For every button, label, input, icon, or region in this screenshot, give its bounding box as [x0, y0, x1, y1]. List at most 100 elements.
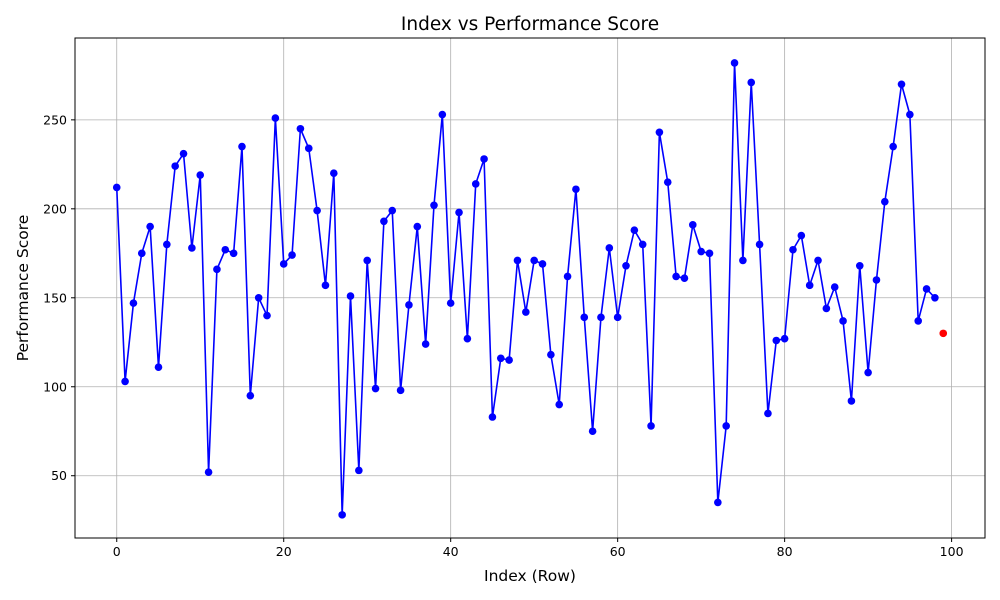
data-point: [538, 260, 547, 268]
data-point: [530, 256, 538, 265]
data-point: [580, 313, 589, 322]
data-point: [213, 265, 221, 274]
data-point: [688, 221, 697, 229]
data-point: [864, 368, 872, 377]
data-point: [321, 281, 330, 290]
data-point: [597, 313, 605, 322]
data-point: [755, 240, 764, 249]
y-axis-title: Performance Score: [14, 215, 32, 362]
data-point: [839, 317, 847, 325]
x-tick-label: 40: [443, 544, 459, 559]
plot-area-frame: [74, 37, 986, 539]
data-point: [680, 274, 689, 283]
x-tick-label: 20: [276, 544, 292, 559]
x-tick-label: 100: [940, 544, 964, 559]
data-point: [271, 114, 280, 122]
data-point: [346, 292, 355, 300]
data-point: [797, 231, 806, 240]
data-point: [204, 468, 213, 476]
data-point: [780, 334, 789, 343]
ticks: 0 20 40 60 80 100 50 100 150 200 250: [43, 112, 963, 559]
data-point: [112, 183, 121, 192]
data-point: [238, 142, 246, 151]
data-point: [705, 249, 714, 258]
data-point: [279, 260, 288, 268]
data-point: [496, 354, 505, 363]
data-point: [872, 276, 881, 284]
data-point: [171, 162, 179, 170]
data-point: [405, 301, 413, 309]
data-point: [380, 217, 388, 226]
data-point: [914, 317, 923, 325]
data-point: [655, 128, 664, 137]
data-point: [421, 340, 430, 348]
data-point: [697, 247, 705, 256]
data-point: [931, 293, 939, 302]
data-point: [730, 59, 739, 67]
data-point: [480, 155, 488, 163]
data-point: [822, 304, 831, 313]
data-point: [229, 249, 238, 258]
data-point: [630, 226, 639, 234]
data-point: [588, 427, 597, 436]
data-point: [129, 299, 138, 307]
data-point: [471, 180, 480, 188]
series-layer: [112, 59, 948, 519]
data-point: [196, 171, 205, 179]
data-point: [889, 142, 897, 151]
data-point: [388, 206, 397, 215]
y-tick-label: 200: [43, 201, 67, 216]
data-point: [764, 409, 772, 418]
data-point: [647, 422, 655, 430]
data-point: [638, 240, 647, 249]
data-point: [355, 466, 363, 475]
data-point: [121, 377, 129, 386]
data-point: [747, 78, 756, 87]
x-tick-label: 80: [777, 544, 793, 559]
data-point: [830, 283, 839, 291]
y-tick-label: 250: [43, 112, 67, 127]
data-point: [455, 208, 463, 217]
data-point: [338, 511, 346, 519]
data-point: [371, 384, 380, 393]
y-tick-label: 50: [51, 468, 67, 483]
data-point: [922, 285, 931, 293]
data-point: [288, 251, 296, 259]
data-point: [722, 422, 730, 430]
data-point: [446, 299, 455, 307]
data-point: [163, 240, 171, 249]
data-point: [613, 313, 622, 322]
data-point: [714, 498, 722, 507]
data-point: [296, 124, 305, 133]
data-point: [513, 256, 522, 265]
data-point: [814, 256, 822, 265]
data-point: [939, 329, 948, 338]
data-point: [154, 363, 163, 371]
data-point: [363, 256, 372, 265]
x-tick-label: 0: [113, 544, 121, 559]
data-point: [430, 201, 438, 210]
y-tick-label: 100: [43, 379, 67, 394]
data-point: [330, 169, 338, 178]
data-point: [522, 308, 530, 316]
data-point: [179, 149, 188, 158]
data-point: [605, 244, 614, 252]
data-point: [137, 249, 146, 258]
data-point: [146, 222, 154, 231]
data-point: [672, 272, 680, 281]
data-point: [547, 350, 555, 359]
chart-title: Index vs Performance Score: [401, 14, 659, 35]
data-point: [622, 261, 630, 270]
data-point: [847, 397, 856, 405]
data-point: [413, 222, 422, 231]
data-point: [313, 206, 321, 215]
data-point: [188, 244, 196, 252]
data-point: [897, 80, 906, 89]
data-point: [505, 356, 513, 364]
data-point: [304, 144, 313, 153]
data-point: [463, 334, 472, 343]
data-point: [254, 293, 263, 302]
data-point: [881, 197, 889, 206]
